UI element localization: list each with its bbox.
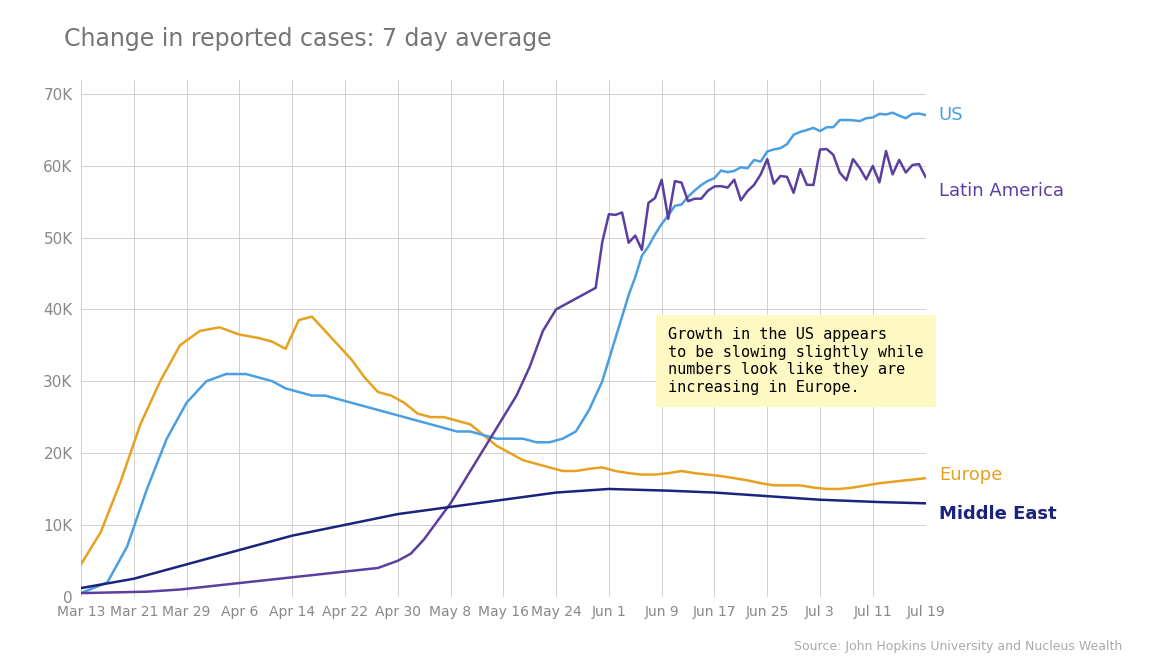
Text: Latin America: Latin America [938, 182, 1063, 200]
Text: Europe: Europe [938, 465, 1002, 483]
Text: Change in reported cases: 7 day average: Change in reported cases: 7 day average [64, 27, 551, 50]
Text: US: US [938, 106, 964, 124]
Text: Middle East: Middle East [938, 505, 1056, 523]
Text: Source: John Hopkins University and Nucleus Wealth: Source: John Hopkins University and Nucl… [794, 640, 1122, 653]
Text: Growth in the US appears
to be slowing slightly while
numbers look like they are: Growth in the US appears to be slowing s… [669, 328, 923, 394]
